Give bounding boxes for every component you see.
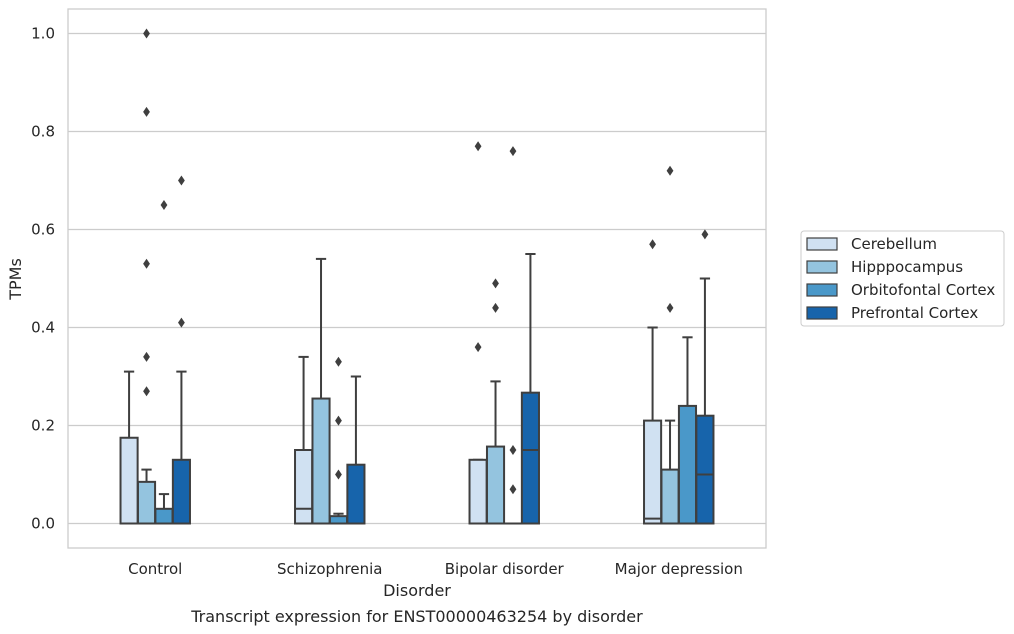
box-orbitofontal-cortex — [503, 146, 523, 525]
chart-caption: Transcript expression for ENST0000046325… — [190, 607, 643, 626]
outlier-point — [143, 106, 150, 117]
box-prefrontal-cortex — [171, 175, 191, 525]
box-body — [119, 436, 139, 525]
box-body — [328, 515, 349, 525]
legend-swatch — [806, 306, 838, 320]
legend-swatch — [806, 283, 838, 297]
box-body — [520, 391, 540, 525]
x-tick-label: Control — [128, 560, 182, 578]
outlier-point — [335, 469, 342, 480]
x-tick-label: Major depression — [615, 560, 743, 578]
outlier-point — [143, 28, 150, 39]
legend-label: Hipppocampus — [851, 258, 963, 276]
legend-label: Orbitofontal Cortex — [851, 281, 995, 299]
outlier-point — [509, 484, 517, 495]
box-orbitofontal-cortex — [328, 356, 349, 525]
y-tick-label: 1.0 — [31, 25, 55, 43]
legend: Cerebellum Hipppocampus Orbitofontal Corte… — [800, 230, 1005, 327]
box-body — [311, 397, 331, 525]
outlier-point — [335, 415, 342, 426]
box-body — [485, 445, 506, 525]
box-cerebellum — [119, 370, 139, 525]
y-tick-label: 0.4 — [31, 319, 55, 337]
outlier-point — [509, 146, 517, 157]
outlier-point — [649, 239, 656, 250]
x-axis-ticks: Control Schizophrenia Bipolar disorder Majo… — [128, 560, 743, 578]
box-body — [677, 404, 698, 525]
y-axis-title: TPMs — [6, 258, 25, 301]
outlier-point — [701, 229, 709, 240]
legend-swatch — [806, 260, 838, 274]
box-orbitofontal-cortex — [677, 336, 698, 525]
box-body — [468, 458, 488, 525]
outlier-point — [492, 302, 499, 313]
box-cerebellum — [643, 239, 663, 525]
outlier-point — [160, 200, 168, 210]
y-tick-label: 0.0 — [31, 515, 55, 533]
box-body — [154, 507, 174, 525]
x-tick-label: Bipolar disorder — [445, 560, 565, 578]
box-cerebellum — [294, 355, 314, 525]
y-tick-label: 0.2 — [31, 417, 55, 435]
y-tick-label: 0.6 — [31, 221, 55, 239]
legend-swatch — [806, 237, 838, 251]
box-body — [643, 419, 663, 525]
box-prefrontal-cortex — [520, 253, 540, 525]
box-cerebellum — [468, 141, 488, 525]
outlier-point — [492, 278, 499, 289]
box-hipppocampus — [660, 165, 680, 525]
box-body — [695, 414, 715, 525]
box-body — [294, 449, 314, 525]
box-prefrontal-cortex — [695, 229, 715, 525]
x-tick-label: Schizophrenia — [277, 560, 382, 578]
outlier-point — [335, 356, 342, 367]
outlier-point — [143, 386, 150, 397]
legend-label: Prefrontal Cortex — [851, 304, 978, 322]
box-orbitofontal-cortex — [154, 200, 174, 525]
box-prefrontal-cortex — [346, 375, 366, 525]
outlier-point — [178, 317, 185, 328]
outlier-point — [666, 302, 674, 313]
y-axis-ticks: 0.0 0.2 0.4 0.6 0.8 1.0 — [31, 25, 55, 533]
legend-label: Cerebellum — [851, 235, 937, 253]
box-body — [136, 480, 157, 525]
outlier-point — [666, 165, 674, 176]
outlier-point — [143, 258, 150, 269]
box-body — [346, 463, 366, 525]
outlier-point — [509, 445, 517, 455]
plot-area-frame — [67, 8, 767, 549]
box-hipppocampus — [136, 28, 157, 525]
legend-frame — [800, 230, 1005, 327]
x-axis-title: Disorder — [383, 581, 451, 600]
outlier-point — [474, 342, 482, 353]
outlier-point — [178, 175, 185, 186]
y-tick-label: 0.8 — [31, 123, 55, 141]
box-body — [171, 458, 191, 525]
box-hipppocampus — [311, 257, 331, 525]
box-hipppocampus — [485, 278, 506, 525]
outlier-point — [143, 351, 150, 362]
box-body — [660, 468, 680, 525]
outlier-point — [474, 141, 482, 152]
box-series — [119, 28, 715, 525]
